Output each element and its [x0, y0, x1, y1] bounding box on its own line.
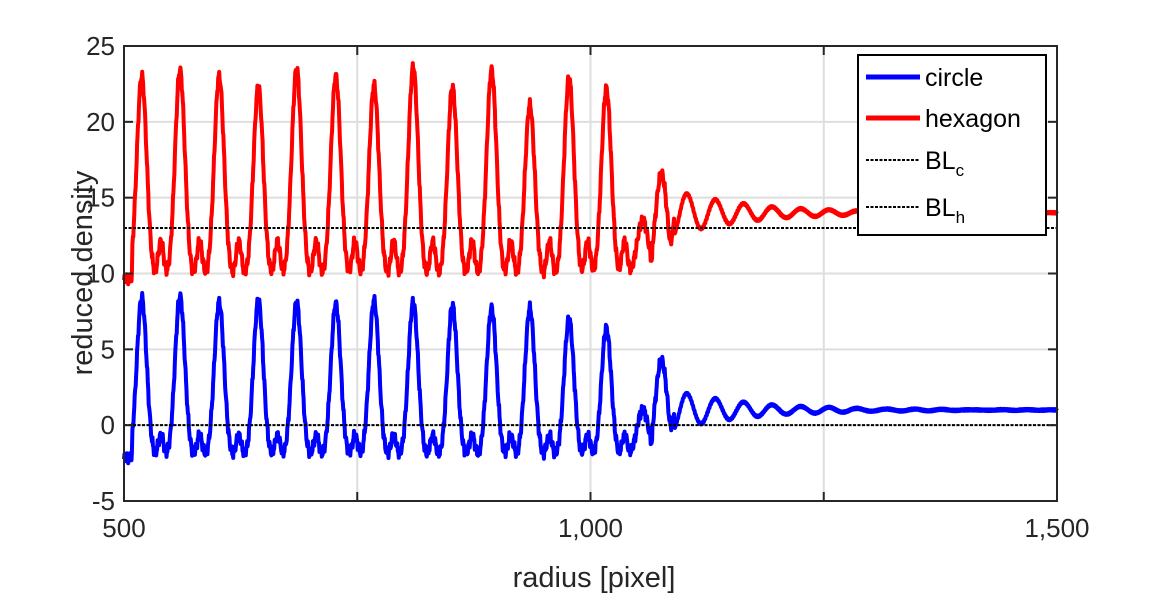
- y-axis-label: reduced density: [67, 170, 99, 375]
- y-tick-label: 0: [101, 410, 115, 440]
- legend-label-hexagon: hexagon: [925, 105, 1021, 133]
- tick-labels: 500 1,000 1,500 -5 0 5 10 15 20 25: [86, 31, 1089, 543]
- x-tick-label: 1,000: [558, 513, 623, 543]
- x-axis-label: radius [pixel]: [513, 562, 676, 594]
- legend-label-circle: circle: [925, 64, 983, 92]
- series-line-circle: [122, 291, 1059, 466]
- y-tick-label: 15: [86, 183, 115, 213]
- legend-box: [857, 54, 1047, 236]
- y-tick-label: 5: [101, 334, 115, 364]
- x-tick-label: 500: [102, 513, 145, 543]
- y-tick-label: 25: [86, 31, 115, 61]
- x-tick-label: 1,500: [1024, 513, 1089, 543]
- y-tick-label: 20: [86, 107, 115, 137]
- y-tick-label: -5: [92, 486, 115, 516]
- legend-label-blh: BLh: [925, 194, 965, 227]
- y-tick-label: 10: [86, 259, 115, 289]
- legend: circle hexagon BLc BLh: [857, 54, 1047, 236]
- legend-label-blc: BLc: [925, 147, 965, 180]
- axes: [123, 45, 1058, 502]
